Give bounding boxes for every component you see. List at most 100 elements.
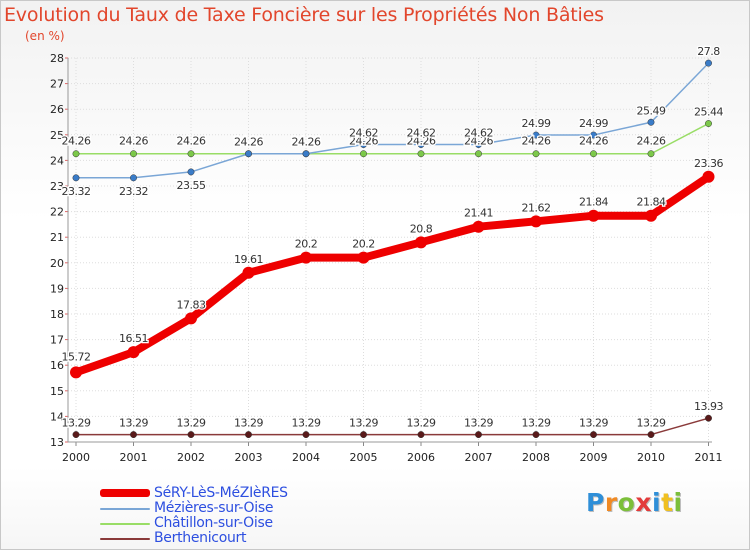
data-point	[187, 431, 195, 439]
legend-label: Mézières-sur-Oise	[154, 500, 274, 516]
data-label: 20.2	[352, 238, 375, 251]
data-label: 24.26	[407, 135, 436, 148]
data-label: 20.2	[295, 238, 318, 251]
y-tick-label: 18	[50, 308, 64, 321]
x-tick-label: 2007	[465, 451, 493, 464]
data-label: 23.36	[694, 157, 723, 170]
data-label: 21.84	[579, 196, 608, 209]
data-point	[72, 174, 80, 182]
data-point	[130, 174, 137, 182]
data-point	[532, 150, 540, 158]
data-label: 13.29	[464, 417, 493, 430]
legend-label: Berthenicourt	[154, 530, 247, 546]
data-point	[645, 209, 657, 222]
data-label: 24.26	[522, 135, 551, 148]
logo-letter: i	[652, 488, 662, 517]
data-label: 24.26	[119, 135, 148, 148]
data-point	[705, 120, 712, 127]
data-label: 13.29	[637, 417, 666, 430]
data-point	[130, 431, 137, 439]
x-tick-label: 2011	[695, 451, 723, 464]
data-label: 13.29	[119, 417, 148, 430]
y-tick-label: 13	[50, 436, 64, 449]
data-point	[242, 266, 255, 279]
data-label: 21.62	[522, 201, 551, 214]
data-label: 13.29	[292, 417, 321, 430]
data-label: 24.62	[349, 127, 378, 140]
x-tick-label: 2001	[120, 451, 148, 464]
y-tick-label: 16	[50, 359, 64, 372]
y-tick-label: 20	[50, 257, 64, 270]
data-point	[300, 251, 312, 264]
series-line-0	[72, 172, 713, 377]
data-point	[360, 431, 367, 439]
data-point	[705, 59, 712, 67]
data-label: 24.26	[464, 135, 493, 148]
data-point	[475, 141, 482, 148]
data-label: 24.26	[349, 135, 378, 148]
data-point	[302, 150, 310, 158]
data-point	[302, 431, 310, 439]
data-point	[590, 131, 597, 139]
data-label: 13.29	[62, 417, 91, 430]
x-tick-label: 2005	[350, 451, 378, 464]
legend-swatch	[100, 523, 150, 525]
data-point	[415, 236, 427, 249]
x-tick-label: 2002	[177, 451, 205, 464]
y-tick-label: 21	[50, 231, 64, 244]
data-point	[72, 431, 80, 439]
data-label: 13.29	[349, 417, 378, 430]
data-point	[130, 150, 137, 158]
data-label: 24.26	[234, 135, 263, 148]
data-label: 21.84	[637, 196, 666, 209]
data-label: 24.26	[292, 136, 321, 149]
data-point	[472, 220, 485, 233]
data-label: 13.29	[177, 417, 206, 430]
logo-letter: x	[635, 488, 652, 517]
data-label: 13.29	[579, 417, 608, 430]
data-point	[70, 366, 82, 379]
logo-letter: o	[617, 488, 636, 517]
x-tick-label: 2000	[62, 451, 90, 464]
data-label: 24.26	[637, 135, 666, 148]
data-label: 24.26	[579, 135, 608, 148]
data-label: 24.26	[177, 135, 206, 148]
chart-title: Evolution du Taux de Taxe Foncière sur l…	[4, 4, 604, 26]
data-label: 19.61	[234, 253, 263, 266]
y-tick-label: 25	[50, 129, 64, 142]
x-tick-label: 2009	[580, 451, 608, 464]
data-point	[587, 209, 600, 222]
x-tick-label: 2004	[292, 451, 320, 464]
series-line-1	[75, 62, 710, 179]
data-label: 16.51	[119, 332, 148, 345]
y-tick-label: 17	[50, 334, 64, 347]
data-label: 24.26	[292, 135, 321, 148]
legend-swatch	[100, 489, 150, 497]
data-point	[647, 118, 655, 126]
x-tick-label: 2006	[407, 451, 435, 464]
y-tick-label: 19	[50, 282, 64, 295]
data-point	[357, 251, 370, 264]
y-tick-label: 27	[50, 78, 64, 91]
y-tick-label: 28	[50, 52, 64, 65]
data-label: 24.62	[464, 127, 493, 140]
data-point	[530, 215, 542, 228]
x-tick-label: 2010	[637, 451, 665, 464]
data-label: 27.8	[697, 45, 720, 58]
x-tick-label: 2008	[522, 451, 550, 464]
data-point	[590, 431, 597, 439]
data-point	[590, 150, 597, 158]
data-point	[475, 150, 482, 158]
data-label: 24.62	[407, 127, 436, 140]
x-tick-label: 2003	[235, 451, 263, 464]
data-label: 21.41	[464, 207, 493, 220]
data-point	[360, 141, 367, 148]
data-point	[417, 150, 425, 158]
data-label: 23.32	[62, 185, 91, 198]
data-label: 24.99	[579, 117, 608, 130]
y-tick-label: 24	[50, 154, 64, 167]
y-tick-label: 22	[50, 206, 64, 219]
series-line-2	[75, 122, 710, 155]
series-line-3	[75, 417, 710, 436]
